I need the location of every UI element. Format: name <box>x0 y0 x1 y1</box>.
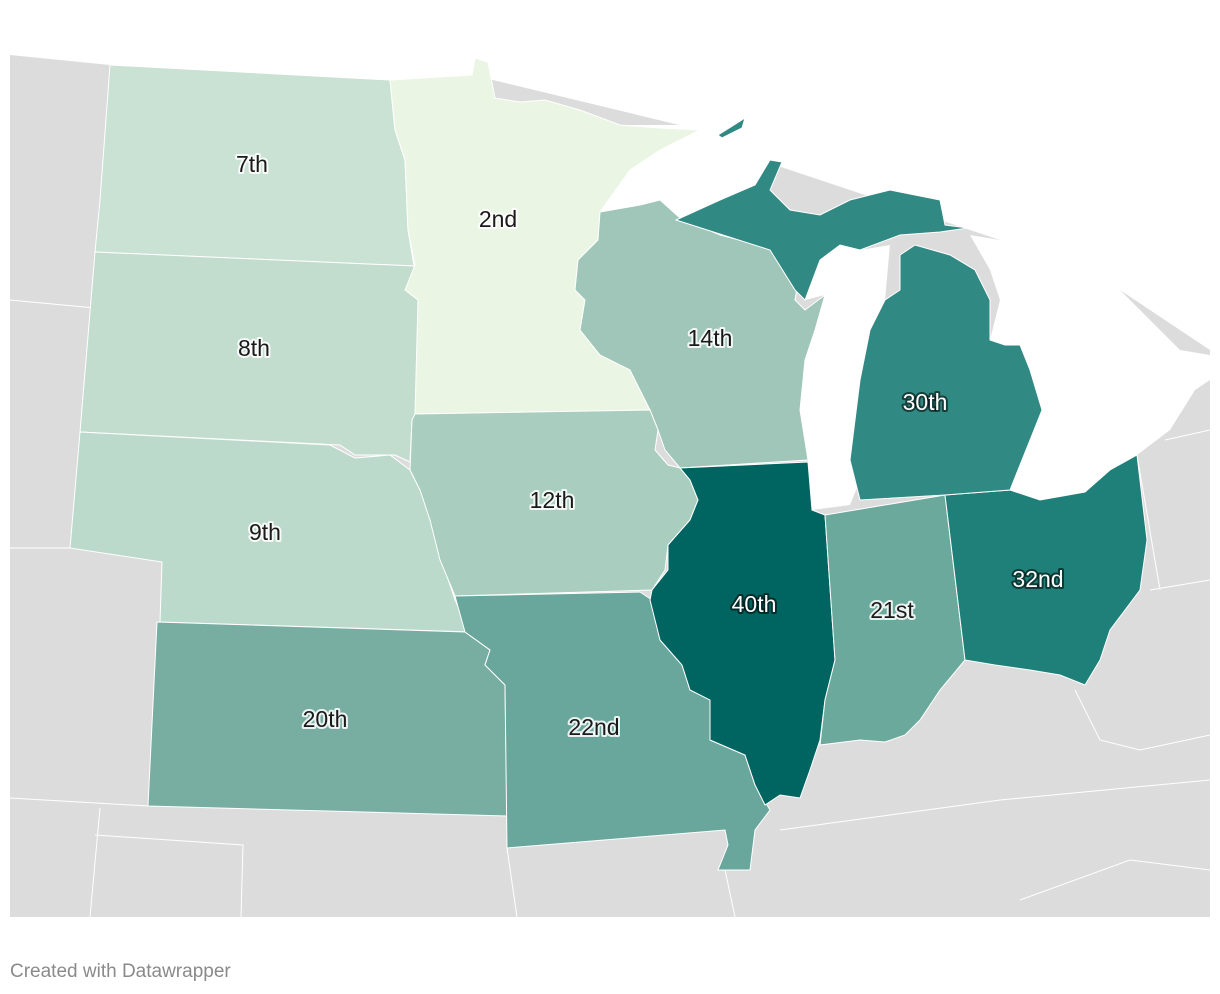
region-label: 12th <box>530 487 575 513</box>
states <box>69 57 1148 871</box>
region-label: 40th <box>732 591 777 617</box>
region-label: 20th <box>303 706 348 732</box>
state-region <box>674 159 969 301</box>
neighbor-borders <box>9 299 1211 918</box>
region-label: 8th <box>238 335 270 361</box>
state-region <box>717 116 746 139</box>
lakes <box>600 118 1210 510</box>
footer-credit: Created with Datawrapper <box>10 961 231 982</box>
labels: 7th 8th 9th 20th 2nd 14th 12th 40th 22nd… <box>234 149 1066 742</box>
region-label: 2nd <box>479 206 517 232</box>
region-label: 9th <box>249 519 281 545</box>
region-label: 21st <box>870 597 914 623</box>
region-label: 22nd <box>568 714 619 740</box>
region-label: 30th <box>903 389 948 415</box>
state-region <box>944 454 1148 686</box>
region-label: 7th <box>236 151 268 177</box>
region-label: 32nd <box>1012 566 1063 592</box>
lake <box>970 235 1210 500</box>
lake <box>800 245 890 510</box>
region-label: 14th <box>688 325 733 351</box>
state-region <box>849 244 1043 501</box>
